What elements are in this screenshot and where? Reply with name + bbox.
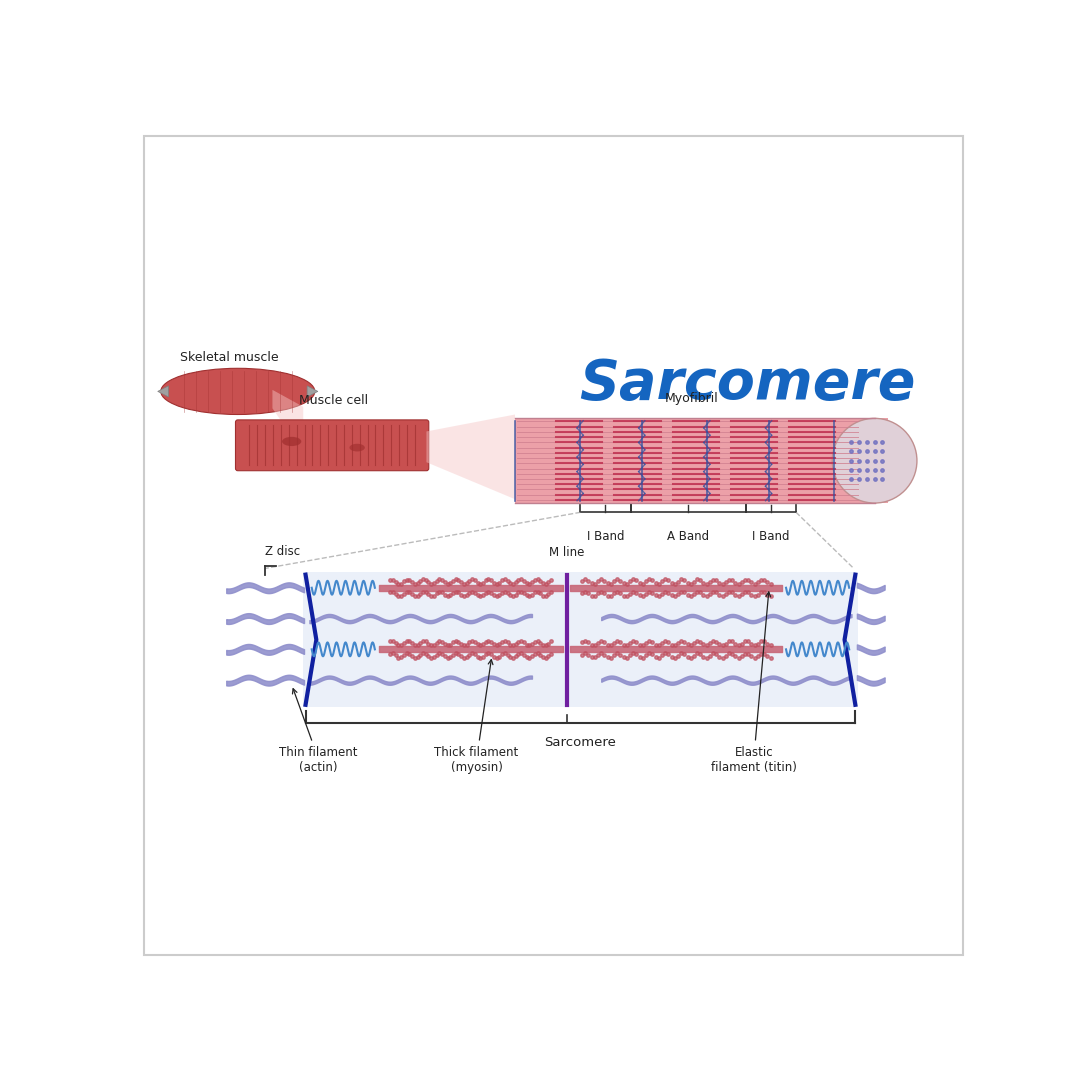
Text: I Band: I Band	[753, 530, 789, 543]
Ellipse shape	[350, 444, 365, 451]
Bar	[515, 418, 889, 503]
Polygon shape	[307, 386, 318, 397]
Text: Muscle cell: Muscle cell	[299, 394, 368, 407]
Text: Sarcomere: Sarcomere	[544, 737, 617, 750]
Polygon shape	[158, 386, 168, 397]
Ellipse shape	[282, 436, 301, 446]
Bar	[303, 572, 858, 707]
Polygon shape	[427, 415, 515, 499]
Text: Elastic
filament (titin): Elastic filament (titin)	[711, 592, 797, 773]
Polygon shape	[272, 390, 303, 453]
Text: M line: M line	[549, 546, 584, 559]
FancyBboxPatch shape	[235, 420, 429, 471]
Text: Myofibril: Myofibril	[665, 392, 719, 405]
Text: Z disc: Z disc	[265, 545, 300, 558]
Circle shape	[833, 418, 917, 503]
Text: Sarcomere: Sarcomere	[579, 356, 916, 410]
Text: A Band: A Band	[667, 530, 710, 543]
Text: I Band: I Band	[586, 530, 624, 543]
Text: Thin filament
(actin): Thin filament (actin)	[280, 689, 357, 773]
Ellipse shape	[161, 368, 314, 415]
Text: Skeletal muscle: Skeletal muscle	[180, 351, 279, 364]
Text: Thick filament
(myosin): Thick filament (myosin)	[434, 660, 518, 773]
